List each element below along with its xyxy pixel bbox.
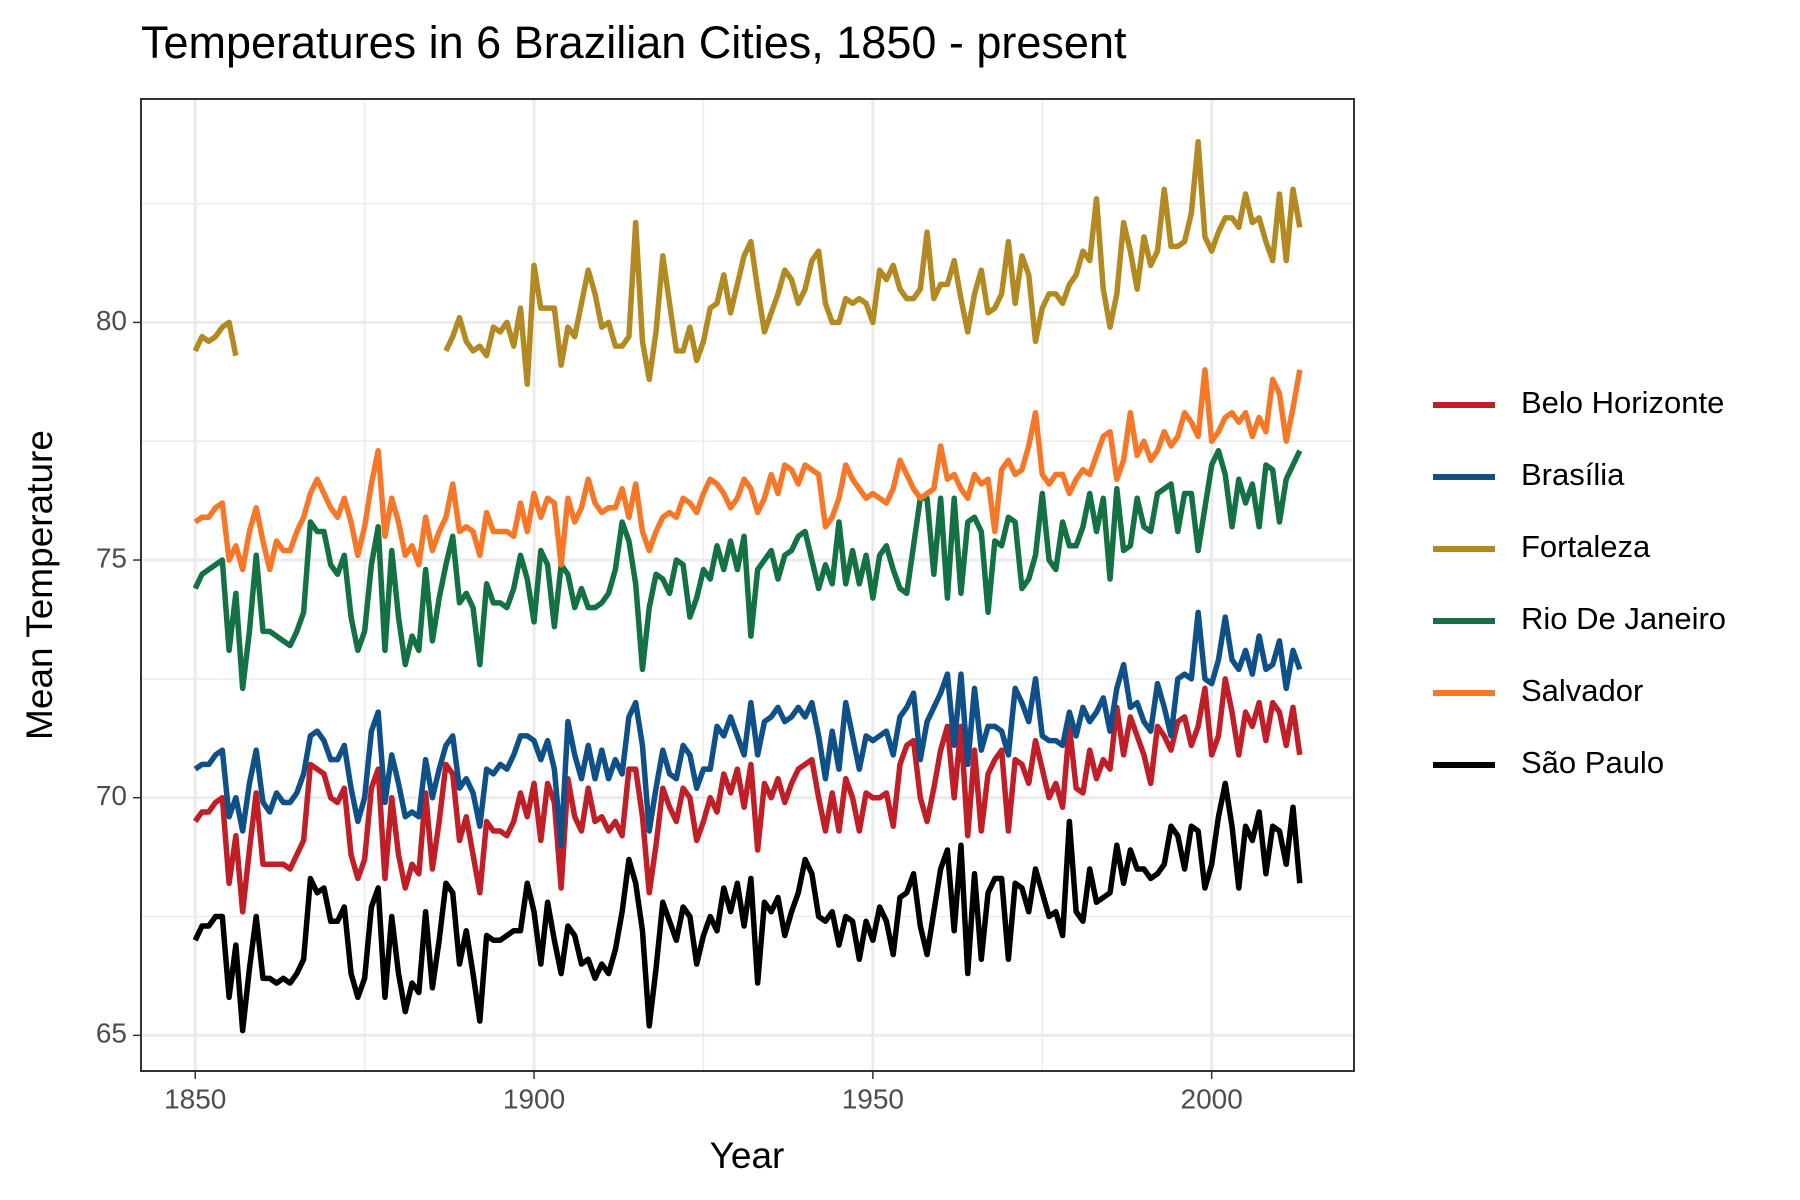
legend-label: Brasília	[1521, 457, 1625, 492]
x-tick-label: 1900	[503, 1083, 565, 1114]
series-line	[193, 367, 1303, 573]
plot-border	[140, 98, 1355, 1072]
series-line	[192, 676, 1303, 915]
x-tick-label: 1850	[164, 1083, 226, 1114]
legend-label: Fortaleza	[1521, 529, 1651, 564]
y-tick-label: 70	[96, 780, 127, 811]
y-tick-label: 65	[96, 1018, 127, 1049]
legend-label: São Paulo	[1521, 745, 1664, 780]
x-axis-label: Year	[710, 1135, 785, 1176]
x-tick-label: 1950	[842, 1083, 904, 1114]
series-line	[192, 139, 1303, 387]
series-line	[193, 609, 1303, 848]
legend-label: Rio De Janeiro	[1521, 601, 1726, 636]
chart-title: Temperatures in 6 Brazilian Cities, 1850…	[141, 17, 1127, 68]
series-line	[192, 447, 1303, 692]
series-line	[192, 780, 1303, 1034]
y-tick-label: 75	[96, 542, 127, 573]
y-tick-label: 80	[96, 305, 127, 336]
legend-label: Salvador	[1521, 673, 1643, 708]
x-tick-label: 2000	[1181, 1083, 1243, 1114]
legend-label: Belo Horizonte	[1521, 385, 1724, 420]
y-axis-label: Mean Temperature	[19, 430, 60, 740]
